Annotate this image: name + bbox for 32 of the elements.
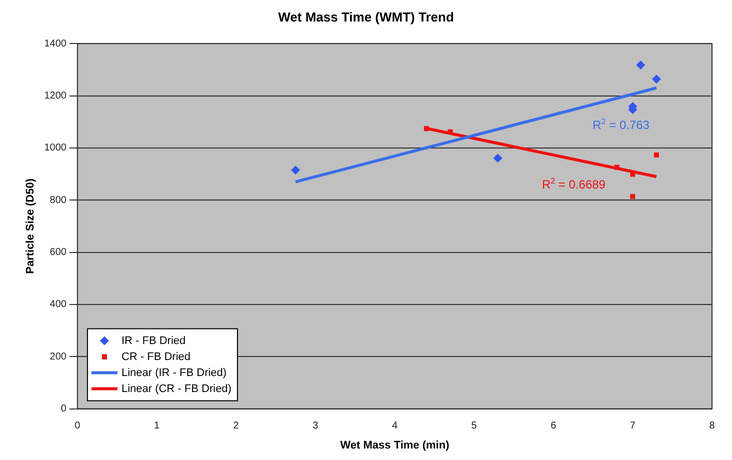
point (630, 194, 636, 199)
legend-label: IR - FB Dried (121, 334, 186, 347)
point (654, 152, 659, 158)
legend-label: CR - FB Dried (121, 350, 191, 363)
y-tick-label: 200 (50, 351, 67, 362)
y-tick-label: 0 (60, 404, 67, 415)
point (636, 60, 646, 70)
point (652, 74, 661, 84)
y-tick-label: 400 (50, 299, 67, 310)
x-axis-title: Wet Mass Time (min) (340, 439, 450, 452)
x-tick-label: 3 (312, 420, 319, 432)
y-tick-label: 1200 (44, 90, 67, 102)
x-tick-label: 4 (392, 420, 398, 432)
x-tick-label: 5 (471, 420, 478, 432)
point (291, 166, 300, 175)
x-tick-label: 6 (550, 420, 557, 432)
x-tick-label: 8 (709, 420, 716, 432)
y-axis-title: Particle Size (D50) (24, 178, 37, 274)
x-tick-label: 7 (630, 420, 636, 432)
point (493, 154, 502, 163)
y-tick-label: 1000 (44, 142, 67, 154)
point (424, 126, 429, 132)
x-tick-label: 2 (233, 420, 240, 432)
legend-label: Linear (IR - FB Dried) (121, 366, 227, 379)
y-tick-label: 600 (50, 247, 67, 258)
x-tick-label: 0 (74, 420, 81, 432)
legend-label: Linear (CR - FB Dried) (121, 382, 232, 395)
y-tick-label: 800 (50, 194, 67, 206)
chart-title: Wet Mass Time (WMT) Trend (278, 9, 454, 24)
y-tick-label: 1400 (44, 38, 67, 50)
point (614, 164, 620, 170)
x-tick-label: 1 (154, 420, 160, 432)
